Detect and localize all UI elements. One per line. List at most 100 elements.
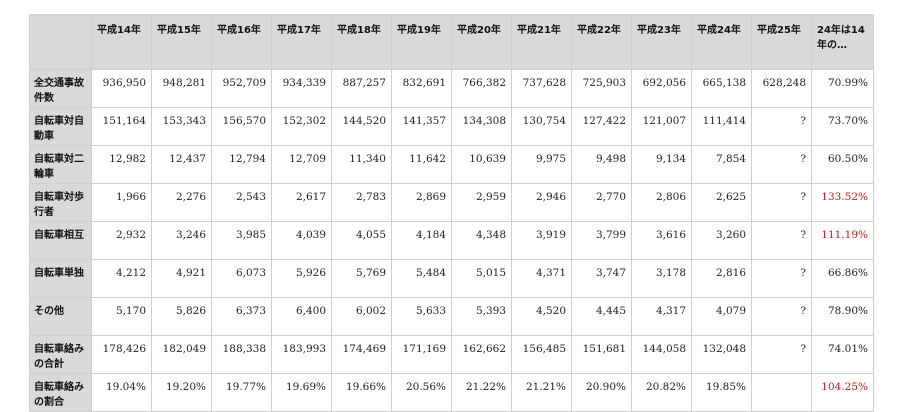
table-container: 平成14年 平成15年 平成16年 平成17年 平成18年 平成19年 平成20年 平成21年… — [29, 14, 874, 412]
table-cell: 156,485 — [511, 335, 572, 374]
table-cell: 21.22% — [451, 373, 512, 412]
table-cell: 3,260 — [691, 221, 752, 260]
table-cell: 3,919 — [511, 221, 572, 260]
table-cell: 2,783 — [331, 183, 392, 222]
row-label: 自転車単独 — [29, 259, 92, 298]
table-cell: 19.04% — [91, 373, 152, 412]
ratio-cell: 78.90% — [811, 297, 874, 336]
table-cell: 4,055 — [331, 221, 392, 260]
table-cell: 887,257 — [331, 69, 392, 108]
table-row: 自転車対歩行者 1,966 2,276 2,543 2,617 2,783 2,869 2,9… — [29, 183, 874, 222]
table-header: 平成14年 平成15年 平成16年 平成17年 平成18年 平成19年 平成20年 平成21年… — [29, 14, 874, 70]
table-cell: 21.21% — [511, 373, 572, 412]
table-cell: 2,946 — [511, 183, 572, 222]
table-cell: 9,498 — [571, 145, 632, 184]
table-cell: 2,932 — [91, 221, 152, 260]
table-cell: 6,002 — [331, 297, 392, 336]
table-cell: ? — [751, 183, 812, 222]
table-cell: 936,950 — [91, 69, 152, 108]
table-cell: 132,048 — [691, 335, 752, 374]
table-cell: 12,794 — [211, 145, 272, 184]
ratio-cell: 60.50% — [811, 145, 874, 184]
table-cell: 628,248 — [751, 69, 812, 108]
table-cell: 11,642 — [391, 145, 452, 184]
table-row: 自転車相互 2,932 3,246 3,985 4,039 4,055 4,184 4,348… — [29, 221, 874, 260]
table-cell: 766,382 — [451, 69, 512, 108]
table-cell: 737,628 — [511, 69, 572, 108]
row-label: 自転車対歩行者 — [29, 183, 92, 222]
table-cell: 144,058 — [631, 335, 692, 374]
table-cell: 19.69% — [271, 373, 332, 412]
table-cell: 665,138 — [691, 69, 752, 108]
table-row: 自転車絡みの割合 19.04% 19.20% 19.77% 19.69% 19.66% 20… — [29, 373, 874, 412]
table-cell: 144,520 — [331, 107, 392, 146]
ratio-cell: 73.70% — [811, 107, 874, 146]
ratio-cell: 111.19% — [811, 221, 874, 260]
table-cell: ? — [751, 145, 812, 184]
table-row: 自転車対二輪車 12,982 12,437 12,794 12,709 11,340 11,… — [29, 145, 874, 184]
table-cell: 692,056 — [631, 69, 692, 108]
ratio-cell: 133.52% — [811, 183, 874, 222]
column-header: 平成14年 — [91, 14, 152, 70]
table-cell: 832,691 — [391, 69, 452, 108]
table-cell: 183,993 — [271, 335, 332, 374]
ratio-cell: 74.01% — [811, 335, 874, 374]
ratio-cell: 66.86% — [811, 259, 874, 298]
table-cell: 178,426 — [91, 335, 152, 374]
column-header: 平成19年 — [391, 14, 452, 70]
table-row: 自転車絡みの合計 178,426 182,049 188,338 183,993 174,… — [29, 335, 874, 374]
table-cell: 19.20% — [151, 373, 212, 412]
row-label: 自転車対二輪車 — [29, 145, 92, 184]
table-cell: 20.82% — [631, 373, 692, 412]
table-cell: 7,854 — [691, 145, 752, 184]
accident-statistics-table: 平成14年 平成15年 平成16年 平成17年 平成18年 平成19年 平成20年 平成21年… — [29, 14, 874, 412]
table-cell: 4,039 — [271, 221, 332, 260]
table-cell: 3,178 — [631, 259, 692, 298]
table-cell: 153,343 — [151, 107, 212, 146]
table-cell: 948,281 — [151, 69, 212, 108]
table-cell: 3,246 — [151, 221, 212, 260]
table-cell: 156,570 — [211, 107, 272, 146]
table-cell: 6,073 — [211, 259, 272, 298]
table-cell: 6,400 — [271, 297, 332, 336]
table-cell: 725,903 — [571, 69, 632, 108]
row-label: 自転車相互 — [29, 221, 92, 260]
table-cell: 127,422 — [571, 107, 632, 146]
table-cell: 188,338 — [211, 335, 272, 374]
table-cell: 3,616 — [631, 221, 692, 260]
table-cell: ? — [751, 221, 812, 260]
table-cell: 171,169 — [391, 335, 452, 374]
table-cell: 141,357 — [391, 107, 452, 146]
table-cell: 5,826 — [151, 297, 212, 336]
table-cell: 4,212 — [91, 259, 152, 298]
table-row: その他 5,170 5,826 6,373 6,400 6,002 5,633 5,393 4,… — [29, 297, 874, 336]
table-cell: 3,747 — [571, 259, 632, 298]
table-cell: 162,662 — [451, 335, 512, 374]
header-corner-cell — [29, 14, 92, 70]
column-header: 平成18年 — [331, 14, 392, 70]
column-header: 平成24年 — [691, 14, 752, 70]
table-cell: 10,639 — [451, 145, 512, 184]
table-cell: 130,754 — [511, 107, 572, 146]
table-cell: ? — [751, 107, 812, 146]
table-cell: 2,806 — [631, 183, 692, 222]
row-label: 自転車絡みの割合 — [29, 373, 92, 412]
table-cell: 9,975 — [511, 145, 572, 184]
table-cell: 152,302 — [271, 107, 332, 146]
table-cell: 12,437 — [151, 145, 212, 184]
table-cell: 4,184 — [391, 221, 452, 260]
table-cell: 5,393 — [451, 297, 512, 336]
table-row: 自転車単独 4,212 4,921 6,073 5,926 5,769 5,484 5,015… — [29, 259, 874, 298]
table-cell: 11,340 — [331, 145, 392, 184]
table-cell: 2,617 — [271, 183, 332, 222]
column-header: 平成21年 — [511, 14, 572, 70]
table-cell: 952,709 — [211, 69, 272, 108]
table-cell: 3,799 — [571, 221, 632, 260]
column-header: 平成23年 — [631, 14, 692, 70]
table-cell: ? — [751, 259, 812, 298]
table-cell: 20.56% — [391, 373, 452, 412]
table-cell: 20.90% — [571, 373, 632, 412]
table-cell: 111,414 — [691, 107, 752, 146]
table-cell: 5,926 — [271, 259, 332, 298]
column-header: 平成22年 — [571, 14, 632, 70]
